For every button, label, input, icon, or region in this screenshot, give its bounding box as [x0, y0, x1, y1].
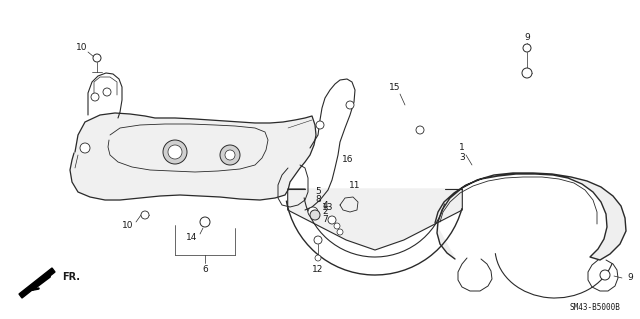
- Text: 16: 16: [342, 155, 354, 165]
- Text: 14: 14: [186, 234, 198, 242]
- Text: SM43-B5000B: SM43-B5000B: [569, 303, 620, 312]
- Circle shape: [337, 229, 343, 235]
- Text: 2: 2: [322, 207, 328, 217]
- Text: 9: 9: [627, 273, 633, 283]
- Text: 3: 3: [459, 152, 465, 161]
- Text: 10: 10: [122, 220, 134, 229]
- Circle shape: [220, 145, 240, 165]
- Polygon shape: [70, 113, 316, 200]
- Text: 5: 5: [315, 188, 321, 197]
- Circle shape: [523, 44, 531, 52]
- Circle shape: [334, 223, 340, 229]
- Text: 7: 7: [322, 216, 328, 225]
- Circle shape: [310, 210, 320, 220]
- Circle shape: [80, 143, 90, 153]
- Circle shape: [314, 236, 322, 244]
- Circle shape: [308, 207, 318, 217]
- Circle shape: [93, 54, 101, 62]
- Circle shape: [328, 216, 336, 224]
- Circle shape: [316, 121, 324, 129]
- Text: 9: 9: [524, 33, 530, 42]
- Circle shape: [600, 270, 610, 280]
- Text: 8: 8: [315, 196, 321, 204]
- Text: 13: 13: [323, 204, 333, 212]
- Circle shape: [103, 88, 111, 96]
- Text: 15: 15: [389, 84, 401, 93]
- Text: 10: 10: [76, 42, 88, 51]
- Text: 11: 11: [349, 181, 361, 189]
- Polygon shape: [435, 173, 626, 260]
- Circle shape: [163, 140, 187, 164]
- Text: 4: 4: [322, 201, 328, 210]
- Circle shape: [141, 211, 149, 219]
- Text: 6: 6: [202, 265, 208, 275]
- Circle shape: [168, 145, 182, 159]
- Circle shape: [225, 150, 235, 160]
- Circle shape: [91, 93, 99, 101]
- Circle shape: [346, 101, 354, 109]
- Polygon shape: [288, 189, 462, 250]
- Circle shape: [200, 217, 210, 227]
- Text: 1: 1: [459, 144, 465, 152]
- Text: FR.: FR.: [62, 272, 80, 282]
- Circle shape: [522, 68, 532, 78]
- Polygon shape: [19, 268, 55, 298]
- Text: 12: 12: [312, 265, 324, 275]
- Circle shape: [315, 255, 321, 261]
- Circle shape: [416, 126, 424, 134]
